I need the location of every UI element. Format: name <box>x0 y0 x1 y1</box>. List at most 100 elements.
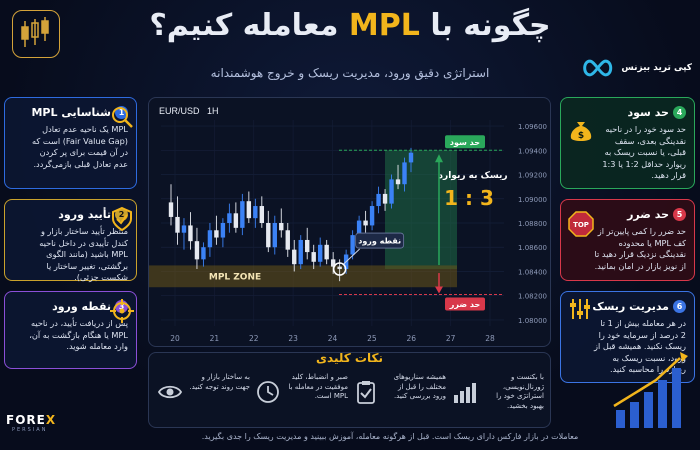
infinity-logo-icon <box>583 59 613 77</box>
card-number: 5 <box>673 207 686 221</box>
price-chart: EUR/USD 1H MPL ZONE حد سود حد ضرر ریسک ب… <box>148 97 551 347</box>
x-tick-label: 22 <box>249 334 259 343</box>
stop-loss-tag: حد ضرر <box>445 297 485 311</box>
y-tick-label: 1.09600 <box>518 123 547 131</box>
candlestick-chart: EUR/USD 1H MPL ZONE حد سود حد ضرر ریسک ب… <box>149 106 547 343</box>
candle-body <box>376 193 381 207</box>
entry-marker: نقطه ورود <box>332 232 405 276</box>
card-body: حد سود خود را در ناحیه نقدینگی بعدی، سقف… <box>602 124 686 180</box>
card-body: حد ضرر را کمی پایین‌تر از کف MPL یا محدو… <box>594 226 686 271</box>
brand-name: کپی ترید بیزنس <box>621 63 692 73</box>
bars-growth-icon <box>454 383 476 403</box>
mpl-zone <box>149 265 457 288</box>
card-body: در هر معامله بیش از 1 تا 2 درصد از سرمای… <box>594 318 686 374</box>
y-tick-label: 1.08000 <box>518 317 547 325</box>
key-point-text: به ساختار بازار و جهت روند توجه کنید. <box>189 373 250 391</box>
candle-body <box>227 213 232 223</box>
title-prefix: چگونه با <box>430 8 551 43</box>
candle-body <box>350 235 355 255</box>
y-tick-label: 1.08200 <box>518 293 547 301</box>
card-number: 6 <box>673 299 686 313</box>
x-tick-label: 28 <box>485 334 495 343</box>
candle-body <box>220 223 226 238</box>
candle-body <box>246 201 252 219</box>
candle-body <box>259 206 265 223</box>
candle-body <box>201 247 206 260</box>
candle-body <box>395 179 401 185</box>
key-point-backtest: با بکتست و ژورنال‌نویسی، استراتژی خود را… <box>449 373 544 423</box>
card-title: مدیریت ریسک <box>592 299 669 313</box>
candle-body <box>337 266 342 270</box>
candle-body <box>330 259 336 267</box>
x-tick-label: 24 <box>328 334 338 343</box>
risk-reward-value: 1 : 3 <box>444 186 494 210</box>
card-mpl-identification: 1 شناسایی MPL MPL یک ناحیه عدم تعادل (Fai… <box>4 97 137 189</box>
candle-body <box>369 206 375 226</box>
card-stop-loss: 5 حد ضرر حد ضرر را کمی پایین‌تر از کف MPL… <box>560 199 695 281</box>
y-tick-label: 1.08400 <box>518 268 547 276</box>
card-body: MPL یک ناحیه عدم تعادل (Fair Value Gap) … <box>32 124 128 169</box>
x-tick-label: 26 <box>406 334 416 343</box>
logo-x: X <box>45 413 57 427</box>
card-body: منتظر تأیید ساختار بازار و کندل تأییدی د… <box>39 226 128 282</box>
candle-body <box>382 193 388 204</box>
card-title: تأیید ورود <box>58 207 111 221</box>
key-point-structure: به ساختار بازار و جهت روند توجه کنید. <box>155 373 250 423</box>
svg-text:$: $ <box>578 131 584 141</box>
crosshair-icon <box>110 299 134 323</box>
clock-icon <box>257 381 279 403</box>
candle-body <box>285 230 290 250</box>
logo-sub: PERSIAN <box>12 427 48 433</box>
shield-check-icon <box>112 206 132 232</box>
candle-body <box>305 239 310 253</box>
key-point-patience: صبر و انضباط، کلید موفقیت در معامله با M… <box>253 373 348 423</box>
x-tick-label: 25 <box>367 334 377 343</box>
y-tick-label: 1.08600 <box>518 244 547 252</box>
risk-reward-label: ریسک به ریوارد <box>438 171 507 181</box>
take-profit-label: حد سود <box>450 138 480 147</box>
svg-text:TOP: TOP <box>573 221 589 229</box>
card-title: حد سود <box>627 105 669 119</box>
key-point-scenarios: همیشه سناریوهای مختلف را قبل از ورود برر… <box>351 373 446 423</box>
key-point-text: صبر و انضباط، کلید موفقیت در معامله با M… <box>288 373 348 400</box>
candle-body <box>279 223 284 231</box>
candle-body <box>181 225 187 233</box>
x-tick-label: 23 <box>288 334 298 343</box>
x-tick-label: 20 <box>170 334 180 343</box>
candle-body <box>272 223 277 248</box>
reward-arrowhead <box>435 154 443 163</box>
money-bag-icon: $ <box>570 122 592 141</box>
brand: کپی ترید بیزنس <box>580 48 692 88</box>
candle-body <box>363 220 368 226</box>
candle-body <box>317 244 323 262</box>
page-title: چگونه با MPL معامله کنیم؟ <box>120 8 580 43</box>
y-tick-label: 1.09000 <box>518 196 547 204</box>
entry-label: نقطه ورود <box>358 237 401 246</box>
key-points-panel: نکات کلیدی با بکتست و ژورنال‌نویسی، استر… <box>148 351 551 428</box>
stop-loss-label: حد ضرر <box>449 300 481 309</box>
x-tick-label: 21 <box>210 334 220 343</box>
eye-icon <box>157 385 183 399</box>
chart-symbol: EUR/USD <box>159 106 200 116</box>
candle-body <box>207 230 213 248</box>
candle-body <box>214 230 219 238</box>
mpl-zone-label: MPL ZONE <box>209 272 261 282</box>
forex-persian-logo: FOREX PERSIAN <box>6 413 70 437</box>
card-title: نقطه ورود <box>52 299 111 313</box>
risk-reward-annotation: ریسک به ریوارد 1 : 3 <box>438 171 507 210</box>
candle-body <box>266 223 271 248</box>
card-entry-confirmation: 2 تأیید ورود منتظر تأیید ساختار بازار و ک… <box>4 199 137 282</box>
y-tick-label: 1.09400 <box>518 147 547 155</box>
chart-timeframe: 1H <box>207 106 219 116</box>
candlestick-icon <box>12 10 60 58</box>
x-tick-label: 27 <box>446 334 456 343</box>
candle-body <box>356 220 362 236</box>
candle-body <box>311 252 316 262</box>
risk-arrowhead <box>435 286 443 294</box>
candle-body <box>389 179 394 204</box>
stop-sign-icon: TOP <box>568 211 594 237</box>
card-title: شناسایی MPL <box>31 105 111 119</box>
candle-body <box>324 244 329 260</box>
candle-body <box>168 202 174 217</box>
